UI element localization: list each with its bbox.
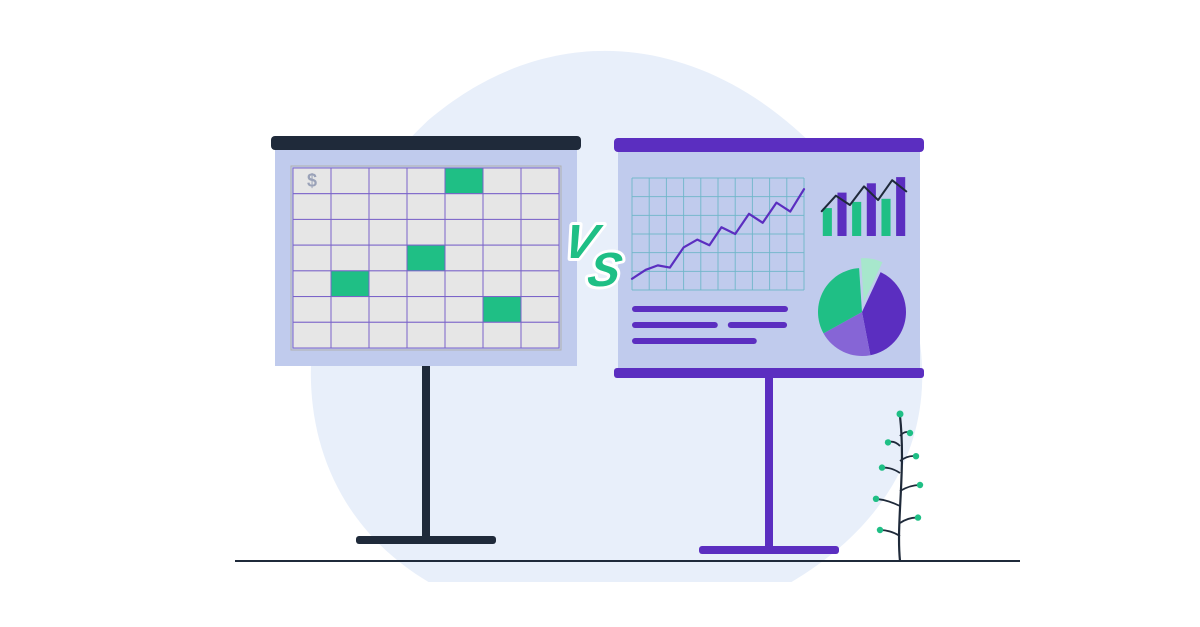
scene-svg: $VS: [0, 0, 1200, 627]
spreadsheet-cell: [407, 297, 445, 323]
bar: [823, 208, 832, 236]
plant-leaf-dot: [877, 527, 883, 533]
spreadsheet-cell: [521, 322, 559, 348]
spreadsheet-cell: [521, 245, 559, 271]
plant-leaf-dot: [879, 464, 885, 470]
right-board-base: [699, 546, 839, 554]
spreadsheet-cell: [369, 168, 407, 194]
text-line: [632, 306, 788, 312]
spreadsheet-cell: [293, 322, 331, 348]
left-board-pole: [422, 366, 430, 536]
spreadsheet-cell-highlight: [445, 168, 483, 194]
text-line: [728, 322, 787, 328]
spreadsheet-cell: [331, 297, 369, 323]
left-board-topbar: [271, 136, 581, 150]
spreadsheet-cell: [407, 168, 445, 194]
spreadsheet-cell: [521, 194, 559, 220]
spreadsheet-cell: [407, 271, 445, 297]
spreadsheet-cell: [331, 168, 369, 194]
spreadsheet-cell: [445, 219, 483, 245]
spreadsheet-cell: [369, 219, 407, 245]
spreadsheet-cell: [369, 322, 407, 348]
plant-bud: [897, 411, 904, 418]
spreadsheet-cell: [369, 271, 407, 297]
spreadsheet-cell: [293, 271, 331, 297]
dollar-icon: $: [307, 171, 317, 191]
spreadsheet-cell: [445, 245, 483, 271]
plant-leaf-dot: [885, 439, 891, 445]
spreadsheet-cell: [407, 194, 445, 220]
spreadsheet-cell: [521, 168, 559, 194]
spreadsheet-cell: [483, 322, 521, 348]
spreadsheet-cell: [483, 219, 521, 245]
bar: [881, 199, 890, 236]
spreadsheet-cell: [483, 245, 521, 271]
spreadsheet-cell: [293, 219, 331, 245]
spreadsheet-cell-highlight: [483, 297, 521, 323]
plant-leaf-dot: [915, 514, 921, 520]
right-board-bottombar: [614, 368, 924, 378]
plant-leaf-dot: [873, 496, 879, 502]
spreadsheet-cell: [293, 297, 331, 323]
plant-leaf-dot: [917, 482, 923, 488]
spreadsheet-cell: [369, 297, 407, 323]
spreadsheet-cell: [521, 297, 559, 323]
spreadsheet-cell: [445, 194, 483, 220]
spreadsheet-cell: [369, 194, 407, 220]
spreadsheet-cell: [521, 271, 559, 297]
right-board-topbar: [614, 138, 924, 152]
text-line: [632, 322, 718, 328]
spreadsheet-cell: [331, 322, 369, 348]
spreadsheet-cell: [483, 168, 521, 194]
text-line: [632, 338, 757, 344]
spreadsheet-cell: [407, 219, 445, 245]
spreadsheet-cell: [331, 219, 369, 245]
spreadsheet-cell: [331, 245, 369, 271]
spreadsheet-cell: [445, 271, 483, 297]
plant-leaf-dot: [913, 453, 919, 459]
plant-leaf-dot: [907, 430, 913, 436]
infographic-stage: $VS: [0, 0, 1200, 627]
spreadsheet-cell: [521, 219, 559, 245]
spreadsheet-cell: [293, 245, 331, 271]
spreadsheet-cell-highlight: [331, 271, 369, 297]
right-board-pole: [765, 378, 773, 546]
spreadsheet-cell: [293, 194, 331, 220]
spreadsheet-cell-highlight: [407, 245, 445, 271]
bar: [852, 202, 861, 236]
spreadsheet-cell: [331, 194, 369, 220]
spreadsheet-cell: [369, 245, 407, 271]
spreadsheet-cell: [445, 297, 483, 323]
spreadsheet-cell: [483, 194, 521, 220]
left-board-base: [356, 536, 496, 544]
spreadsheet-cell: [407, 322, 445, 348]
spreadsheet-cell: [445, 322, 483, 348]
spreadsheet-cell: [483, 271, 521, 297]
